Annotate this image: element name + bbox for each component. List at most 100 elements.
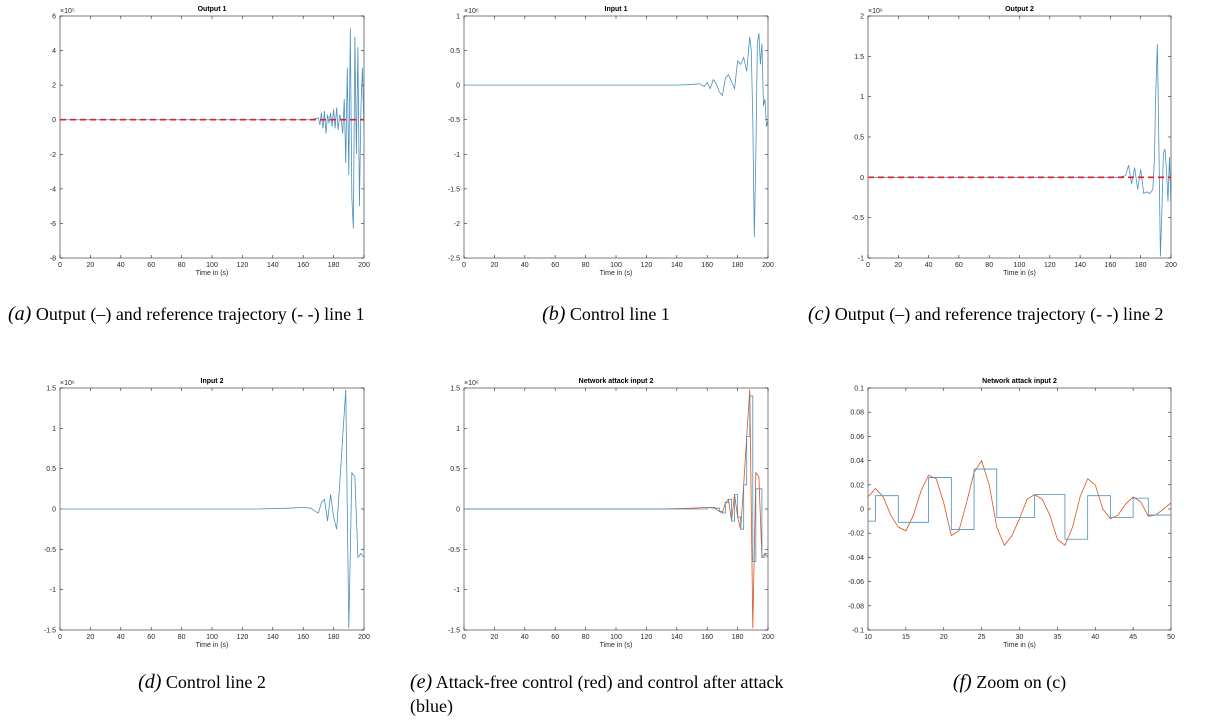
caption-c-label: (c) <box>808 303 831 325</box>
x-tick-label: 160 <box>1105 262 1117 269</box>
x-tick-label: 20 <box>491 634 499 641</box>
x-tick-label: 140 <box>671 634 683 641</box>
x-tick-label: 180 <box>328 634 340 641</box>
y-tick-label: -6 <box>50 221 56 228</box>
x-axis-label: Time in (s) <box>196 270 229 277</box>
x-tick-label: 140 <box>267 262 279 269</box>
x-axis-label: Time in (s) <box>196 642 229 649</box>
x-tick-label: 200 <box>1165 262 1177 269</box>
x-tick-label: 200 <box>762 634 774 641</box>
y-tick-label: -0.5 <box>448 117 460 124</box>
x-tick-label: 80 <box>582 262 590 269</box>
x-axis-label: Time in (s) <box>1003 270 1036 277</box>
chart-b-svg: Input 1 ×10⁶ 0 20 40 60 80 100 120 140 160 180 200 -2… <box>448 6 774 277</box>
x-tick-label: 50 <box>1167 634 1175 641</box>
x-tick-label: 80 <box>985 262 993 269</box>
y-tick-label: 4 <box>52 48 56 55</box>
chart-f-svg: Network attack input 2 10 15 20 25 30 35 40 45 50… <box>848 378 1175 649</box>
plot-area <box>463 15 769 259</box>
y-tick-label: -1 <box>858 256 864 263</box>
x-tick-label: 20 <box>87 262 95 269</box>
x-tick-label: 160 <box>701 262 713 269</box>
x-tick-label: 80 <box>178 262 186 269</box>
x-axis-label: Time in (s) <box>1003 642 1036 649</box>
series-line-1 <box>60 28 364 229</box>
y-tick-label: 1 <box>52 426 56 433</box>
y-tick-label: 0 <box>52 507 56 514</box>
chart-panel-e: Network attack input 2 ×10⁶ 0 20 40 60 80 100 12… <box>404 372 808 657</box>
caption-a: (a) Output (–) and reference trajectory … <box>8 302 398 326</box>
chart-title: Output 1 <box>198 6 227 13</box>
x-tick-label: 40 <box>521 262 529 269</box>
y-tick-label: 0 <box>860 175 864 182</box>
y-tick-label: -1 <box>50 587 56 594</box>
plot-area <box>867 387 1172 631</box>
x-tick-label: 20 <box>491 262 499 269</box>
x-tick-label: 20 <box>940 634 948 641</box>
axis-exponent-label: ×10⁶ <box>464 380 479 387</box>
y-tick-label: 6 <box>52 14 56 21</box>
y-tick-label: 0.08 <box>850 410 864 417</box>
y-tick-label: -0.02 <box>848 531 864 538</box>
y-tick-label: -0.08 <box>848 603 864 610</box>
chart-panel-d: Input 2 ×10⁶ 0 20 40 60 80 100 120 140 160 180 200 -1… <box>0 372 404 657</box>
y-tick-label: 1 <box>456 14 460 21</box>
y-tick-label: 2 <box>52 83 56 90</box>
caption-b-text: Control line 1 <box>569 304 670 324</box>
x-tick-label: 60 <box>551 262 559 269</box>
chart-panel-f: Network attack input 2 10 15 20 25 30 35 40 45 50… <box>808 372 1211 657</box>
caption-d: (d) Control line 2 <box>0 670 404 694</box>
x-tick-label: 120 <box>237 262 249 269</box>
x-tick-label: 160 <box>701 634 713 641</box>
plot-area <box>59 15 365 259</box>
caption-e-label: (e) <box>410 671 433 693</box>
axis-exponent-label: ×10⁶ <box>868 8 883 15</box>
caption-d-label: (d) <box>138 671 162 693</box>
y-tick-label: -0.5 <box>448 547 460 554</box>
y-tick-label: 0 <box>860 507 864 514</box>
y-tick-label: -4 <box>50 186 56 193</box>
series-line-2 <box>868 468 1171 540</box>
x-tick-label: 200 <box>358 262 370 269</box>
chart-title: Output 2 <box>1005 6 1034 13</box>
x-tick-label: 45 <box>1129 634 1137 641</box>
x-tick-label: 0 <box>58 262 62 269</box>
x-tick-label: 100 <box>1014 262 1026 269</box>
caption-e-text: Attack-free control (red) and control af… <box>410 672 784 716</box>
chart-title: Network attack input 2 <box>982 378 1057 385</box>
x-tick-label: 40 <box>1091 634 1099 641</box>
x-tick-label: 120 <box>1044 262 1056 269</box>
x-tick-label: 200 <box>762 262 774 269</box>
y-tick-label: -0.1 <box>852 628 864 635</box>
caption-e: (e) Attack-free control (red) and contro… <box>410 670 802 718</box>
caption-d-text: Control line 2 <box>165 672 266 692</box>
x-tick-label: 60 <box>551 634 559 641</box>
y-tick-label: -2 <box>50 152 56 159</box>
x-axis-label: Time in (s) <box>600 270 633 277</box>
chart-panel-c: Output 2 ×10⁶ 0 20 40 60 80 100 120 140 160 180 200-… <box>808 0 1211 285</box>
series-line-2 <box>464 395 768 562</box>
x-tick-label: 80 <box>582 634 590 641</box>
caption-c-text: Output (–) and reference trajectory (- -… <box>834 304 1164 324</box>
y-tick-label: -0.06 <box>848 579 864 586</box>
y-tick-label: 0 <box>456 507 460 514</box>
chart-panel-b: Input 1 ×10⁶ 0 20 40 60 80 100 120 140 160 180 200 -2… <box>404 0 808 285</box>
chart-title: Input 1 <box>605 6 628 13</box>
y-tick-label: -0.04 <box>848 555 864 562</box>
x-tick-label: 35 <box>1053 634 1061 641</box>
series-line-1 <box>464 33 768 238</box>
x-tick-label: 0 <box>866 262 870 269</box>
y-tick-label: 0.5 <box>46 466 56 473</box>
y-tick-label: -1.5 <box>448 628 460 635</box>
x-tick-label: 180 <box>328 262 340 269</box>
x-tick-label: 15 <box>902 634 910 641</box>
caption-c: (c) Output (–) and reference trajectory … <box>808 302 1204 326</box>
series-line-1 <box>868 44 1171 257</box>
x-tick-label: 0 <box>462 262 466 269</box>
x-tick-label: 100 <box>206 262 218 269</box>
x-tick-label: 160 <box>297 262 309 269</box>
x-tick-label: 120 <box>641 262 653 269</box>
x-tick-label: 10 <box>864 634 872 641</box>
y-tick-label: 0.06 <box>850 434 864 441</box>
